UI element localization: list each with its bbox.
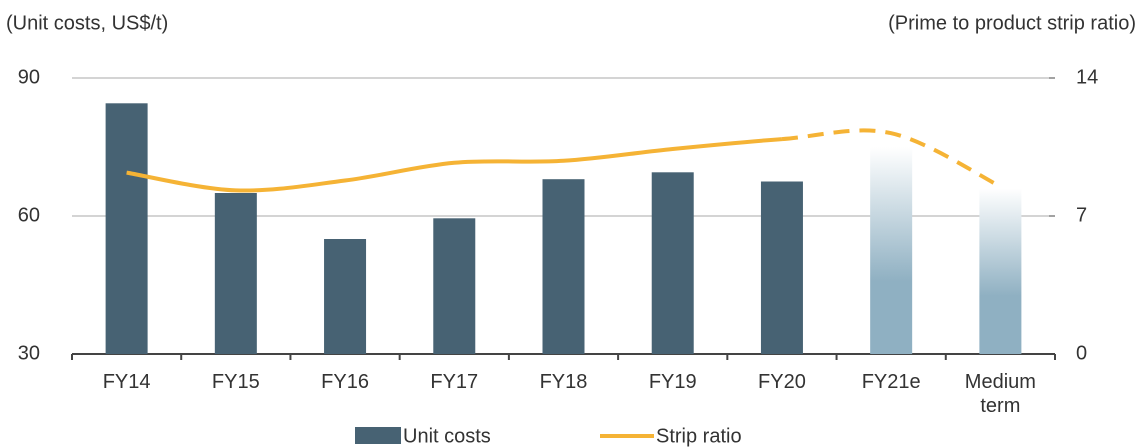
bar xyxy=(214,193,257,354)
bar xyxy=(324,239,367,354)
bar xyxy=(433,218,476,354)
y2-tick-label: 0 xyxy=(1076,342,1087,364)
x-tick-label: FY18 xyxy=(539,371,588,393)
legend-swatch xyxy=(355,427,401,444)
x-tick-label: FY20 xyxy=(758,371,806,393)
y-tick-label: 30 xyxy=(18,342,40,364)
x-tick-label: FY15 xyxy=(211,371,260,393)
legend-label: Strip ratio xyxy=(656,425,742,447)
bar xyxy=(979,188,1022,354)
x-tick-label: FY21e xyxy=(861,371,921,393)
x-tick-label: FY16 xyxy=(321,371,369,393)
y-axis-label: (Unit costs, US$/t) xyxy=(6,12,168,34)
x-tick-label: FY19 xyxy=(648,371,697,393)
x-tick-label: FY14 xyxy=(102,371,151,393)
x-tick-label: FY17 xyxy=(430,371,479,393)
bar xyxy=(760,181,803,354)
y-tick-label: 90 xyxy=(18,66,40,88)
line xyxy=(126,137,783,193)
y-tick-label: 60 xyxy=(18,204,40,226)
line-projected xyxy=(781,128,1002,189)
x-tick-label: Medium term xyxy=(964,371,1036,417)
bar xyxy=(870,147,913,354)
bar xyxy=(105,103,148,354)
legend-label: Unit costs xyxy=(403,425,491,447)
y2-tick-label: 7 xyxy=(1076,204,1087,226)
bar xyxy=(542,179,585,354)
y2-tick-label: 14 xyxy=(1076,66,1098,88)
y2-axis-label: (Prime to product strip ratio) xyxy=(888,12,1136,34)
bar xyxy=(651,172,694,354)
